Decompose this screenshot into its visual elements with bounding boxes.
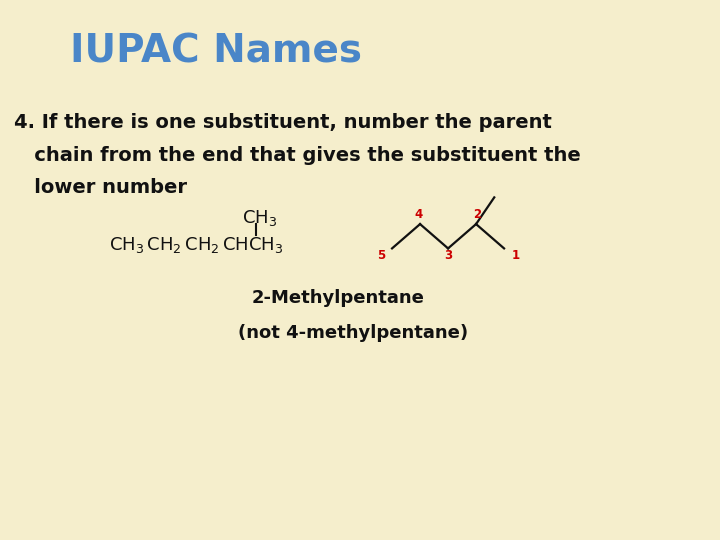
Text: lower number: lower number bbox=[14, 178, 187, 197]
Text: 5: 5 bbox=[377, 249, 385, 262]
Text: $\mathsf{CH_3\,CH_2\,CH_2\,CHCH_3}$: $\mathsf{CH_3\,CH_2\,CH_2\,CHCH_3}$ bbox=[109, 235, 283, 255]
Text: 2-Methylpentane: 2-Methylpentane bbox=[252, 289, 425, 307]
Text: 3: 3 bbox=[444, 249, 452, 262]
Text: 2: 2 bbox=[473, 208, 482, 221]
Text: (not 4-methylpentane): (not 4-methylpentane) bbox=[238, 324, 468, 342]
Text: $\mathsf{CH_3}$: $\mathsf{CH_3}$ bbox=[241, 208, 276, 228]
Text: 4. If there is one substituent, number the parent: 4. If there is one substituent, number t… bbox=[14, 113, 552, 132]
Text: 4: 4 bbox=[415, 208, 423, 221]
Text: IUPAC Names: IUPAC Names bbox=[70, 32, 362, 70]
Text: chain from the end that gives the substituent the: chain from the end that gives the substi… bbox=[14, 146, 581, 165]
Text: 1: 1 bbox=[511, 249, 519, 262]
